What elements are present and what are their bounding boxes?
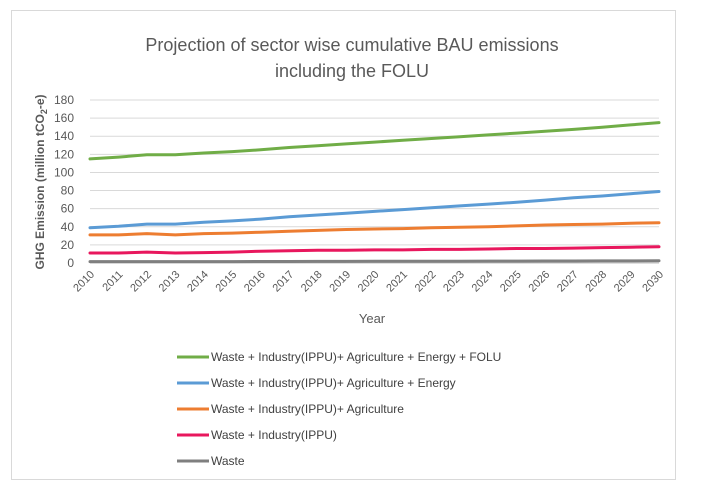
x-tick-label: 2010 [71,269,97,295]
y-tick-label: 160 [54,111,74,125]
series-line [88,121,661,161]
x-tick-label: 2015 [214,269,240,295]
series-line [88,245,661,255]
series-lines [88,121,661,264]
x-tick-label: 2014 [185,269,211,295]
x-tick-label: 2025 [498,269,524,295]
y-axis-title-end: -e) [33,94,47,109]
series-line [88,259,661,264]
y-tick-label: 0 [67,256,74,270]
x-tick-label: 2012 [128,269,154,295]
y-axis-title-subscript: 2 [39,109,49,114]
x-tick-label: 2024 [470,269,496,295]
y-axis-tick-labels: 0 20 40 60 80 100 120 140 160 180 [54,93,74,270]
y-axis-title-main: GHG Emission (million tCO [33,114,47,269]
x-tick-label: 2020 [356,269,382,295]
legend-label: Waste + Industry(IPPU) [211,428,337,442]
y-tick-label: 60 [61,202,75,216]
x-tick-label: 2028 [583,269,609,295]
x-tick-label: 2023 [441,269,467,295]
x-tick-label: 2027 [555,269,581,295]
legend-label: Waste + Industry(IPPU)+ Agriculture + En… [211,376,456,390]
y-tick-label: 80 [61,184,75,198]
legend-label: Waste + Industry(IPPU)+ Agriculture [211,402,404,416]
y-tick-label: 120 [54,147,74,161]
series-line [88,190,661,230]
chart-title-line-1: Projection of sector wise cumulative BAU… [145,35,559,55]
x-tick-label: 2022 [413,269,439,295]
y-tick-label: 140 [54,129,74,143]
x-tick-label: 2026 [527,269,553,295]
x-tick-label: 2011 [100,269,125,294]
y-tick-label: 180 [54,93,74,107]
chart-title-line-2: including the FOLU [274,61,430,81]
legend: Waste + Industry(IPPU)+ Agriculture + En… [177,350,501,468]
x-tick-label: 2029 [612,269,638,295]
legend-label: Waste + Industry(IPPU)+ Agriculture + En… [211,350,501,364]
gridlines [90,99,659,264]
x-tick-label: 2021 [384,269,410,295]
x-tick-label: 2030 [640,269,666,295]
x-axis-tick-labels: 2010 2011 2012 2013 2014 2015 2016 2017 2018 2019… [71,269,666,295]
y-tick-label: 20 [61,238,75,252]
x-axis-title: Year [359,311,386,326]
y-axis-title: GHG Emission (million tCO2-e) [33,94,49,269]
y-tick-label: 100 [54,165,74,179]
x-tick-label: 2016 [242,269,268,295]
x-tick-label: 2019 [327,269,353,295]
legend-label: Waste [211,454,245,468]
x-tick-label: 2017 [270,269,296,295]
y-tick-label: 40 [61,220,75,234]
series-line [88,221,661,237]
x-tick-label: 2018 [299,269,325,295]
x-tick-label: 2013 [157,269,183,295]
